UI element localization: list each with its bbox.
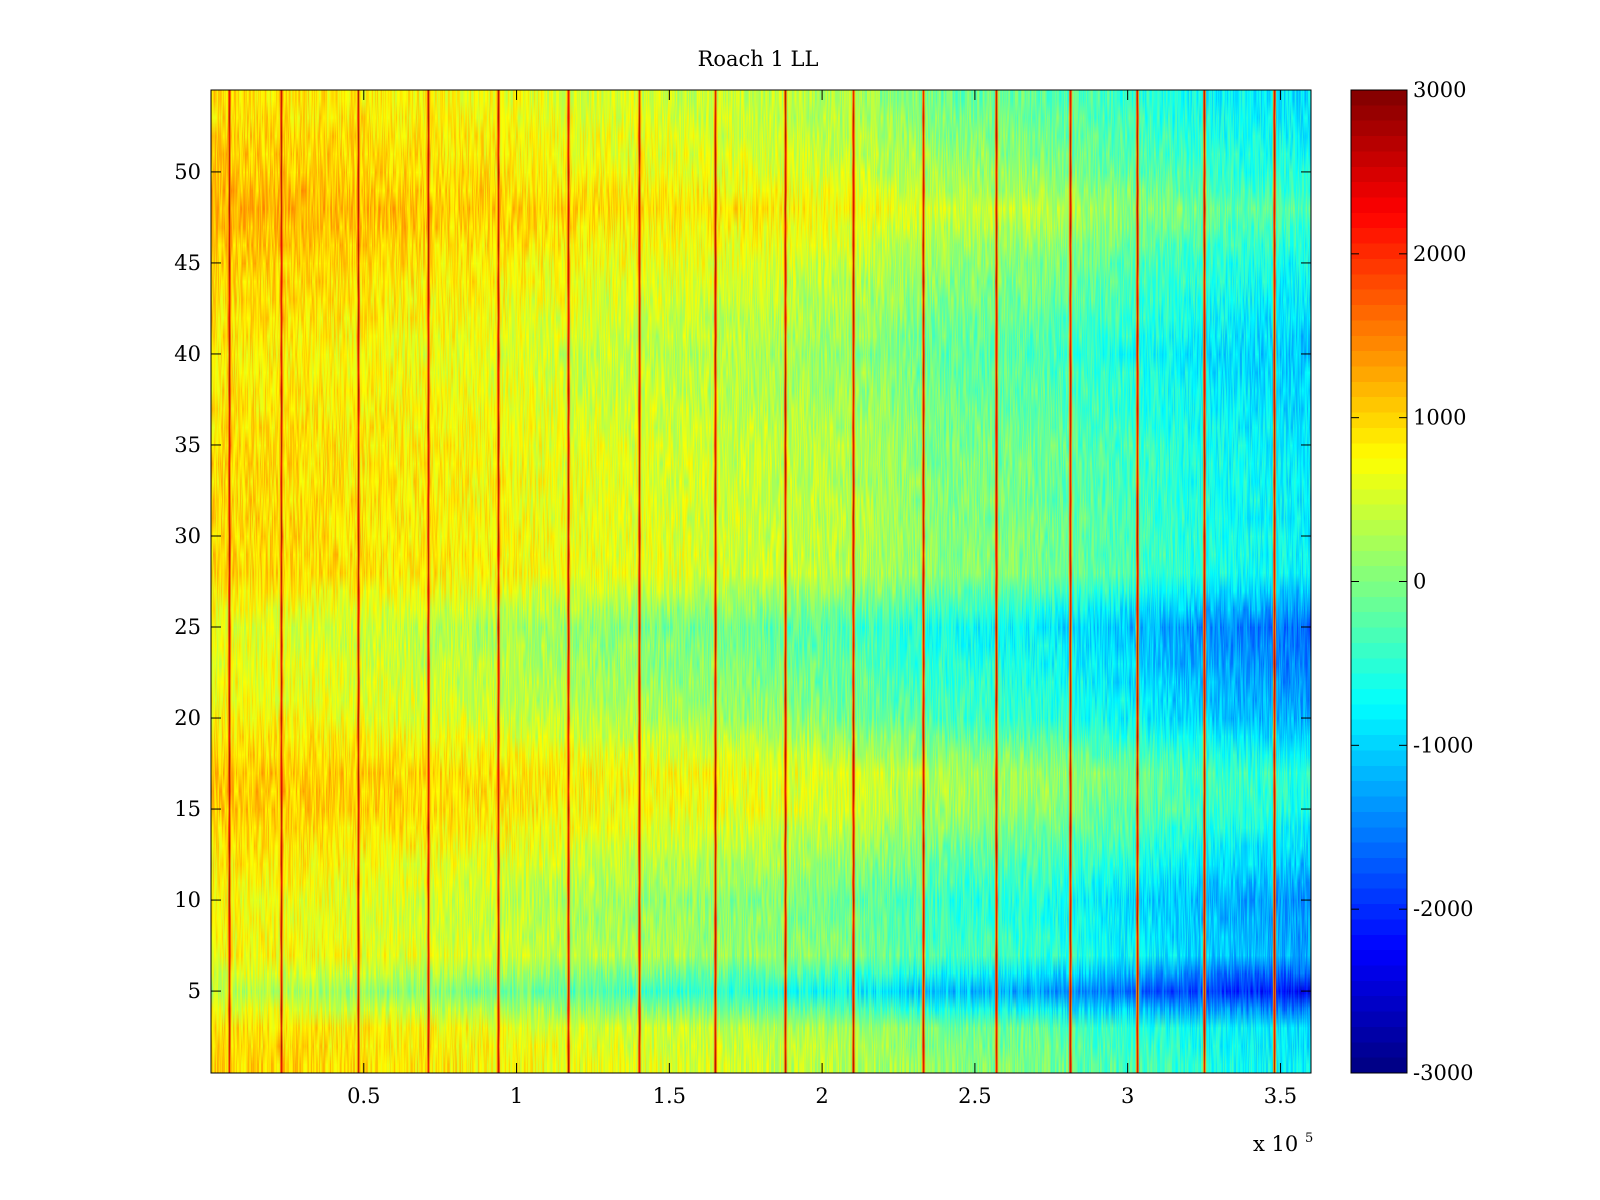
- x-tick-label: 1: [510, 1084, 523, 1108]
- colorbar-tick-label: 2000: [1413, 242, 1466, 266]
- colorbar-tick-label: 3000: [1413, 78, 1466, 102]
- colorbar-tick-label: -2000: [1413, 897, 1474, 921]
- chart-title: Roach 1 LL: [698, 47, 819, 71]
- y-tick-label: 40: [174, 342, 201, 366]
- x-tick-label: 0.5: [347, 1084, 380, 1108]
- colorbar-tick-label: -3000: [1413, 1061, 1474, 1085]
- x-tick-label: 2: [815, 1084, 828, 1108]
- x-tick-label: 2.5: [958, 1084, 991, 1108]
- y-tick-label: 20: [174, 706, 201, 730]
- heatmap-cells: [211, 90, 1311, 1073]
- colorbar-gradient: [1351, 90, 1407, 1073]
- y-tick-label: 30: [174, 524, 201, 548]
- y-tick-label: 25: [174, 615, 201, 639]
- y-tick-label: 5: [188, 979, 201, 1003]
- y-tick-label: 45: [174, 251, 201, 275]
- colorbar-tick-label: -1000: [1413, 733, 1474, 757]
- x-tick-label: 3: [1121, 1084, 1134, 1108]
- colorbar-axis: 3000 2000 1000 0 -1000 -2000 -3000: [1351, 78, 1474, 1085]
- x-tick-label: 1.5: [653, 1084, 686, 1108]
- y-tick-label: 15: [174, 797, 201, 821]
- x-axis: 0.5 1 1.5 2 2.5 3 3.5: [347, 90, 1297, 1108]
- colorbar-tick-label: 0: [1413, 570, 1426, 594]
- colorbar-tick-label: 1000: [1413, 406, 1466, 430]
- x-multiplier-exponent: 5: [1305, 1131, 1313, 1146]
- x-multiplier-label: x 10 5: [1253, 1131, 1313, 1156]
- y-tick-label: 50: [174, 160, 201, 184]
- y-tick-label: 35: [174, 433, 201, 457]
- y-axis: 5 10 15 20 25 30 35 40 45 50: [174, 160, 1311, 1003]
- plot-frame: [210, 89, 1312, 1074]
- x-tick-label: 3.5: [1264, 1084, 1297, 1108]
- y-tick-label: 10: [174, 888, 201, 912]
